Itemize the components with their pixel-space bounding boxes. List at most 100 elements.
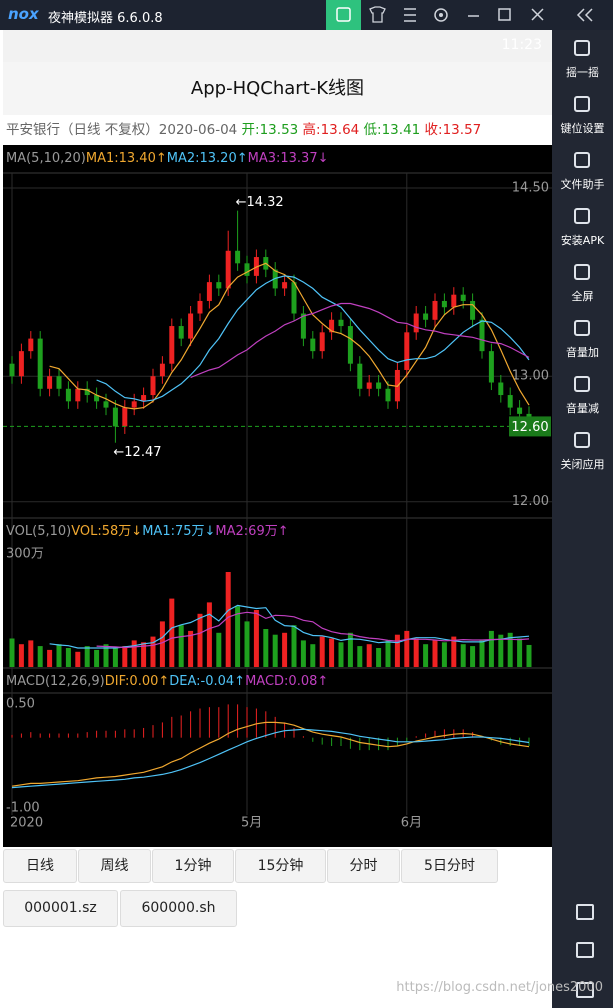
x-tick-label: 2020 [10, 816, 43, 831]
candle-body [376, 382, 382, 389]
candle-body [338, 319, 344, 327]
volume-bar [141, 642, 147, 667]
nav-button[interactable] [576, 904, 594, 920]
sidebar-icon[interactable] [574, 152, 590, 168]
candle-body [84, 388, 90, 396]
nav-button[interactable] [576, 982, 594, 998]
volume-bar [376, 648, 382, 667]
sidebar-button[interactable]: 全屏 [571, 290, 594, 303]
candle-body [225, 250, 231, 289]
candle-body [366, 382, 372, 389]
sidebar-button[interactable]: 音量加 [566, 346, 599, 359]
indicator-line [49, 262, 530, 410]
close: 收:13.57 [424, 122, 482, 138]
candle-body [141, 395, 147, 402]
logo: nox [8, 5, 39, 23]
legend-item: MACD:0.08↑ [245, 674, 328, 689]
period-button[interactable]: 日线 [3, 849, 77, 883]
symbol-button[interactable]: 000001.sz [3, 890, 118, 927]
volume-bar [432, 640, 438, 667]
period-button[interactable]: 分时 [327, 849, 400, 883]
nav-button[interactable] [576, 942, 594, 958]
legend-item: MA1:75万↓ [142, 524, 215, 539]
emulator-title: 夜神模拟器 6.6.0.8 [48, 11, 163, 26]
sidebar-icon[interactable] [574, 320, 590, 336]
volume-bar [423, 644, 429, 667]
volume-bar [357, 646, 363, 667]
sidebar-button[interactable]: 键位设置 [560, 122, 605, 135]
sidebar-icon[interactable] [574, 432, 590, 448]
volume-bar [159, 621, 165, 667]
symbol-button[interactable]: 600000.sh [120, 890, 237, 927]
volume-bar [18, 644, 24, 667]
volume-bar [470, 646, 476, 667]
sidebar-icon[interactable] [574, 264, 590, 280]
volume-bar [526, 644, 532, 667]
period-button[interactable]: 1分钟 [152, 849, 234, 883]
candle-body [432, 300, 438, 320]
volume-bar [169, 598, 175, 667]
candle-body [178, 326, 184, 339]
candle-body [37, 338, 43, 389]
sidebar-button[interactable]: 关闭应用 [560, 458, 605, 471]
candle-body [488, 351, 494, 383]
period-button[interactable]: 15分钟 [235, 849, 326, 883]
quote-info: 平安银行（日线 不复权）2020-06-04 开:13.53 高:13.64 低… [3, 115, 552, 145]
candle-body [75, 388, 81, 402]
candle-body [169, 326, 175, 364]
app-title: App-HQChart-K线图 [3, 62, 552, 115]
sidebar-button[interactable]: 摇一摇 [566, 66, 599, 79]
period-button[interactable]: 5日分时 [401, 849, 498, 883]
volume-bar [188, 630, 194, 667]
volume-bar [338, 642, 344, 667]
sidebar-icon[interactable] [574, 96, 590, 112]
legend-item: DIF:0.00↑ [105, 674, 170, 689]
legend: MA(5,10,20)MA1:13.40↑MA2:13.20↑MA3:13.37… [6, 151, 329, 166]
candle-body [300, 313, 306, 339]
candle-body [329, 319, 335, 333]
legend-item: MACD(12,26,9) [6, 674, 105, 689]
candle-body [244, 263, 250, 276]
volume-bar [282, 632, 288, 667]
annotation: ←12.47 [113, 445, 161, 460]
volume-bar [122, 646, 128, 667]
kline-chart: 14.50 13.00 12.00 2020 5月 6月 MA(5,10,20)MA1:13… [3, 145, 552, 847]
status-bar: 11:23 [3, 30, 552, 62]
x-tick-label: 6月 [401, 816, 422, 831]
indicator-line [96, 611, 530, 649]
sidebar-icon[interactable] [574, 376, 590, 392]
sidebar-icon[interactable] [574, 40, 590, 56]
volume-bar [216, 632, 222, 667]
volume-bar [507, 632, 513, 667]
volume-bar [84, 646, 90, 667]
volume-bar [394, 634, 400, 667]
volume-bar [65, 648, 71, 667]
volume-bar [197, 613, 203, 667]
stock-name: 平安银行（日线 不复权）2020-06-04 [6, 122, 238, 138]
legend-item: VOL(5,10) [6, 524, 71, 539]
legend: MACD(12,26,9)DIF:0.00↑DEA:-0.04↑MACD:0.0… [6, 674, 328, 689]
volume-bar [206, 602, 212, 667]
candle-body [9, 363, 15, 377]
volume-bar [253, 610, 259, 667]
volume-bar [47, 649, 53, 667]
status-time: 11:23 [501, 37, 542, 53]
candle-body [319, 332, 325, 352]
sidebar-button[interactable]: 文件助手 [560, 178, 605, 191]
sidebar-button[interactable]: 安装APK [560, 234, 605, 247]
titlebar-icons [326, 0, 593, 30]
volume-bar [310, 644, 316, 667]
last-price-box [509, 416, 551, 437]
sidebar-icon[interactable] [574, 208, 590, 224]
candle-body [56, 376, 62, 389]
period-button[interactable]: 周线 [78, 849, 151, 883]
open: 开:13.53 [241, 122, 299, 138]
volume-bar [441, 642, 447, 667]
sidebar-button[interactable]: 音量减 [566, 402, 599, 415]
last-price-label: 12.60 [511, 420, 548, 435]
candle-body [441, 300, 447, 308]
candle-body [291, 282, 297, 314]
y-tick-label: 14.50 [512, 181, 549, 196]
legend-item: MA1:13.40↑ [86, 151, 167, 166]
